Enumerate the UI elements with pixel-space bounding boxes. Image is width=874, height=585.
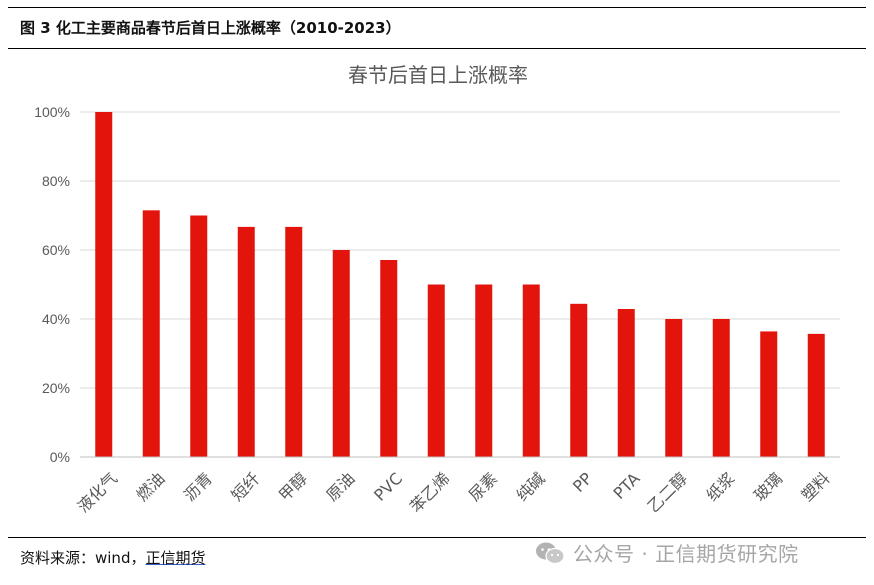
wechat-icon: [536, 542, 565, 564]
bar-chart: 春节后首日上涨概率 0% 20% 40% 60% 80% 100% 液化气 燃油 沥青 短纤 甲醇…: [34, 63, 840, 516]
source-note: 资料来源：wind，正信期货: [20, 547, 205, 568]
bar: [807, 333, 825, 457]
bar: [522, 284, 540, 457]
x-tick-label: 塑料: [797, 469, 833, 505]
bar: [285, 226, 303, 457]
x-tick-label: 乙二醇: [644, 469, 691, 516]
bar: [570, 303, 588, 457]
bars: [95, 112, 825, 457]
figure-title: 图 3 化工主要商品春节后首日上涨概率（2010-2023）: [20, 19, 401, 37]
top-rule: [8, 7, 866, 8]
bar: [760, 331, 778, 457]
x-tick-label: 纯碱: [512, 469, 548, 505]
bar: [190, 215, 208, 457]
x-tick-label: 沥青: [180, 469, 216, 505]
x-tick-label: PP: [569, 469, 596, 496]
source-brand-link[interactable]: 正信期货: [145, 549, 206, 567]
bar: [237, 226, 255, 457]
x-tick-label: 玻璃: [750, 469, 786, 505]
source-label: 资料来源：wind，: [20, 549, 146, 567]
bar: [665, 319, 683, 457]
x-tick-label: PVC: [370, 469, 406, 505]
y-tick-label: 80%: [42, 173, 70, 189]
x-tick-label: 苯乙烯: [406, 469, 453, 516]
x-tick-label: PTA: [610, 469, 644, 503]
x-tick-label: 甲醇: [275, 469, 311, 505]
bar: [95, 112, 113, 457]
bar: [617, 308, 635, 457]
chart-title: 春节后首日上涨概率: [348, 63, 528, 87]
bar: [427, 284, 445, 457]
bottom-rule: [8, 537, 866, 538]
x-tick-label: 燃油: [132, 469, 168, 505]
y-tick-label: 0%: [50, 449, 70, 465]
x-tick-label: 液化气: [74, 469, 121, 516]
x-tick-label: 短纤: [227, 469, 263, 505]
y-tick-label: 100%: [34, 104, 70, 120]
y-tick-label: 20%: [42, 380, 70, 396]
y-axis: 0% 20% 40% 60% 80% 100%: [34, 104, 70, 465]
x-tick-label: 尿素: [465, 469, 501, 505]
watermark: 公众号 · 正信期货研究院: [535, 538, 799, 567]
x-tick-label: 原油: [322, 469, 358, 505]
bar: [475, 284, 493, 457]
bar: [332, 250, 350, 457]
bar: [380, 260, 398, 457]
watermark-text: 公众号 · 正信期货研究院: [573, 542, 799, 566]
title-rule: [8, 48, 866, 49]
y-tick-label: 40%: [42, 311, 70, 327]
bar: [712, 319, 730, 457]
x-tick-label: 纸浆: [702, 469, 738, 505]
y-tick-label: 60%: [42, 242, 70, 258]
bar: [142, 210, 160, 457]
x-axis: 液化气 燃油 沥青 短纤 甲醇 原油 PVC 苯乙烯 尿素 纯碱 PP PTA 乙二醇 纸浆 玻璃 塑料: [74, 456, 840, 516]
